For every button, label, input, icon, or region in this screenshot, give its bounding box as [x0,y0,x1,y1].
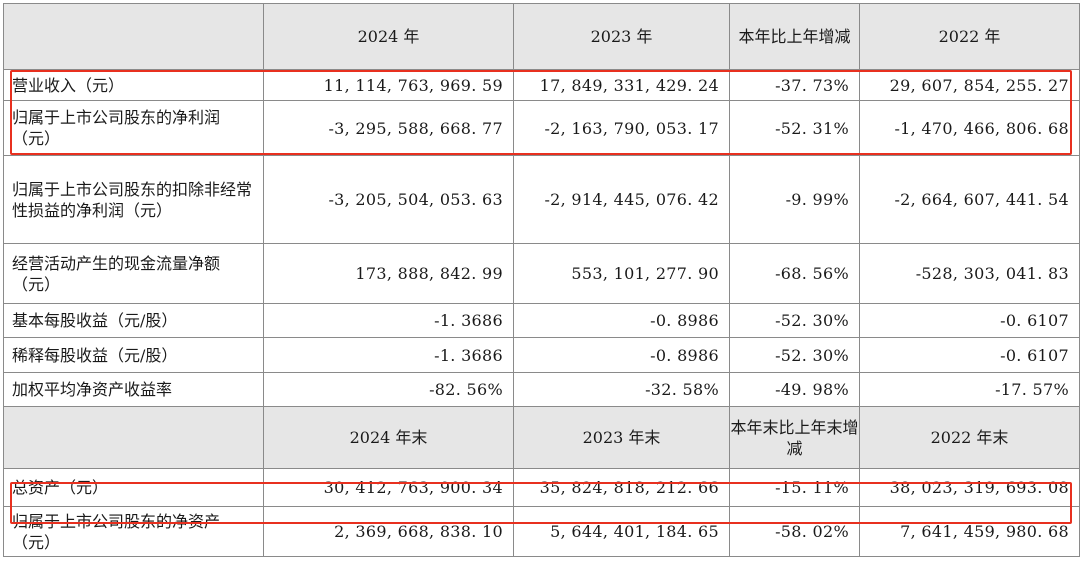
cell-2024: -3, 205, 504, 053. 63 [263,155,514,244]
cell-2024: -1. 3686 [263,303,514,338]
header-2023-end: 2023 年末 [513,406,730,469]
cell-change: -49. 98% [729,372,860,407]
cell-2022: -1, 470, 466, 806. 68 [859,100,1080,156]
row-label: 营业收入（元） [3,69,264,101]
cell-2024: -82. 56% [263,372,514,407]
cell-2024: 173, 888, 842. 99 [263,243,514,304]
cell-2022: -2, 664, 607, 441. 54 [859,155,1080,244]
cell-change: -52. 30% [729,337,860,373]
row-label: 基本每股收益（元/股） [3,303,264,338]
cell-change: -58. 02% [729,506,860,557]
cell-change: -9. 99% [729,155,860,244]
table-row: 总资产（元） 30, 412, 763, 900. 34 35, 824, 81… [3,468,1080,507]
header-yoy-end-change: 本年末比上年末增减 [729,406,860,469]
row-label: 归属于上市公司股东的扣除非经常性损益的净利润（元） [3,155,264,244]
cell-change: -68. 56% [729,243,860,304]
row-label: 稀释每股收益（元/股） [3,337,264,373]
financial-summary-table: 2024 年 2023 年 本年比上年增减 2022 年 营业收入（元） 11,… [3,3,1080,557]
row-label: 总资产（元） [3,468,264,507]
cell-2023: -0. 8986 [513,337,730,373]
cell-2022: -17. 57% [859,372,1080,407]
header-label-cell [3,3,264,70]
cell-2023: -2, 914, 445, 076. 42 [513,155,730,244]
table-row: 稀释每股收益（元/股） -1. 3686 -0. 8986 -52. 30% -… [3,337,1080,373]
row-label: 归属于上市公司股东的净资产（元） [3,506,264,557]
cell-change: -52. 30% [729,303,860,338]
header-row-year-end: 2024 年末 2023 年末 本年末比上年末增减 2022 年末 [3,406,1080,469]
cell-change: -15. 11% [729,468,860,507]
cell-2022: 7, 641, 459, 980. 68 [859,506,1080,557]
cell-2023: 17, 849, 331, 429. 24 [513,69,730,101]
header-label-cell [3,406,264,469]
cell-2024: -3, 295, 588, 668. 77 [263,100,514,156]
header-2024: 2024 年 [263,3,514,70]
cell-2023: 5, 644, 401, 184. 65 [513,506,730,557]
cell-2024: 30, 412, 763, 900. 34 [263,468,514,507]
cell-2022: -528, 303, 041. 83 [859,243,1080,304]
cell-2023: -32. 58% [513,372,730,407]
cell-2023: -0. 8986 [513,303,730,338]
cell-2022: -0. 6107 [859,337,1080,373]
table-row: 归属于上市公司股东的扣除非经常性损益的净利润（元） -3, 205, 504, … [3,155,1080,244]
cell-2023: -2, 163, 790, 053. 17 [513,100,730,156]
cell-2024: 2, 369, 668, 838. 10 [263,506,514,557]
header-2023: 2023 年 [513,3,730,70]
table-row: 营业收入（元） 11, 114, 763, 969. 59 17, 849, 3… [3,69,1080,101]
header-2022: 2022 年 [859,3,1080,70]
table-row: 加权平均净资产收益率 -82. 56% -32. 58% -49. 98% -1… [3,372,1080,407]
cell-change: -52. 31% [729,100,860,156]
header-2022-end: 2022 年末 [859,406,1080,469]
table-row: 归属于上市公司股东的净利润（元） -3, 295, 588, 668. 77 -… [3,100,1080,156]
table-row: 归属于上市公司股东的净资产（元） 2, 369, 668, 838. 10 5,… [3,506,1080,557]
row-label: 加权平均净资产收益率 [3,372,264,407]
cell-2024: 11, 114, 763, 969. 59 [263,69,514,101]
cell-2023: 35, 824, 818, 212. 66 [513,468,730,507]
row-label: 归属于上市公司股东的净利润（元） [3,100,264,156]
header-2024-end: 2024 年末 [263,406,514,469]
header-row-annual: 2024 年 2023 年 本年比上年增减 2022 年 [3,3,1080,70]
cell-2022: 38, 023, 319, 693. 08 [859,468,1080,507]
cell-change: -37. 73% [729,69,860,101]
cell-2023: 553, 101, 277. 90 [513,243,730,304]
cell-2022: -0. 6107 [859,303,1080,338]
table-row: 经营活动产生的现金流量净额（元） 173, 888, 842. 99 553, … [3,243,1080,304]
table-row: 基本每股收益（元/股） -1. 3686 -0. 8986 -52. 30% -… [3,303,1080,338]
row-label: 经营活动产生的现金流量净额（元） [3,243,264,304]
cell-2022: 29, 607, 854, 255. 27 [859,69,1080,101]
cell-2024: -1. 3686 [263,337,514,373]
header-yoy-change: 本年比上年增减 [729,3,860,70]
